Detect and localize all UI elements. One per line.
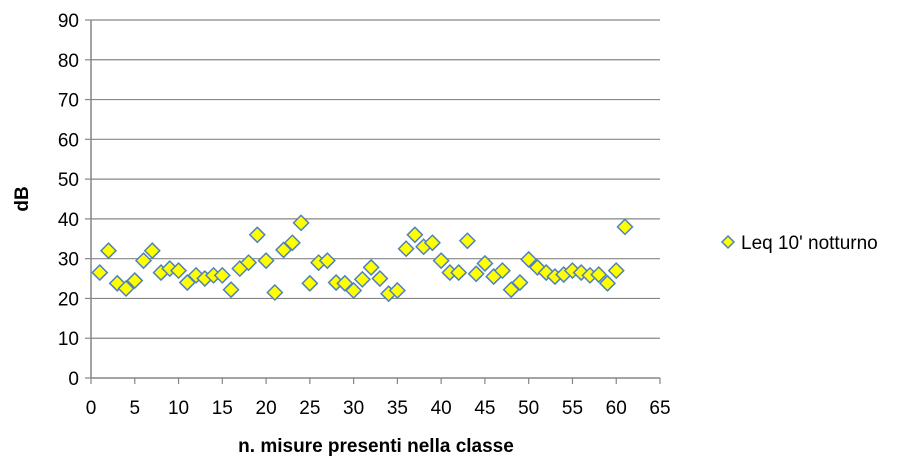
x-tick-label: 0 xyxy=(86,398,97,419)
y-tick-label: 0 xyxy=(68,369,79,390)
data-point xyxy=(388,281,406,300)
data-point xyxy=(423,234,441,252)
y-tick-label: 40 xyxy=(58,210,79,231)
x-tick-label: 10 xyxy=(168,398,189,419)
data-point xyxy=(248,226,266,244)
data-point xyxy=(450,264,468,282)
data-point xyxy=(520,250,538,269)
y-tick-label: 90 xyxy=(58,11,79,32)
data-point xyxy=(432,252,450,270)
data-point xyxy=(336,274,354,292)
y-axis-title: dB xyxy=(12,186,33,211)
data-point xyxy=(169,262,188,280)
legend-label: Leq 10' notturno xyxy=(741,233,878,254)
data-point xyxy=(493,262,511,280)
data-point xyxy=(353,270,371,288)
x-tick-label: 45 xyxy=(474,398,495,419)
data-point xyxy=(598,274,617,292)
legend-marker-diamond xyxy=(720,234,736,250)
data-point xyxy=(590,266,608,284)
y-tick-label: 80 xyxy=(58,51,79,72)
data-point xyxy=(537,264,555,282)
data-point xyxy=(283,234,301,252)
data-point xyxy=(266,283,284,302)
data-point xyxy=(213,266,231,284)
axes xyxy=(90,20,660,379)
y-tick-label: 30 xyxy=(58,250,79,271)
data-point xyxy=(458,232,476,250)
data-points xyxy=(91,214,634,303)
data-point xyxy=(134,252,153,270)
data-point xyxy=(108,274,126,292)
y-tick-label: 20 xyxy=(58,289,79,310)
x-tick-labels: 0 5 10 15 20 25 30 35 40 45 50 55 60 65 xyxy=(86,398,671,419)
data-point xyxy=(301,274,319,292)
data-point xyxy=(143,242,161,260)
x-tick-label: 55 xyxy=(562,398,583,419)
x-axis-title: n. misure presenti nella classe xyxy=(238,436,514,457)
data-point xyxy=(476,254,494,273)
x-tick-label: 5 xyxy=(129,398,140,419)
data-point xyxy=(406,226,424,244)
legend: Leq 10' notturno xyxy=(720,233,878,254)
gridlines xyxy=(85,19,661,384)
data-point xyxy=(257,252,275,270)
data-point xyxy=(318,252,336,270)
x-tick-label: 60 xyxy=(606,398,627,419)
y-tick-labels: 0 10 20 30 40 50 60 70 80 90 xyxy=(58,11,79,390)
x-tick-label: 25 xyxy=(299,398,320,419)
data-point xyxy=(91,264,109,282)
data-point xyxy=(616,218,634,236)
x-tick-label: 40 xyxy=(431,398,452,419)
x-tick-label: 20 xyxy=(256,398,277,419)
data-point xyxy=(292,214,310,232)
x-tick-label: 50 xyxy=(518,398,539,419)
data-point xyxy=(528,258,547,276)
y-tick-label: 70 xyxy=(58,91,79,112)
data-point xyxy=(362,258,380,276)
data-point xyxy=(222,281,240,299)
data-point xyxy=(467,265,485,283)
y-tick-label: 60 xyxy=(58,130,79,151)
y-tick-label: 50 xyxy=(58,170,79,191)
data-point xyxy=(99,242,118,260)
data-point xyxy=(511,273,529,292)
x-tick-label: 30 xyxy=(343,398,364,419)
data-point xyxy=(607,262,625,280)
x-tick-label: 15 xyxy=(212,398,233,419)
data-point xyxy=(117,279,135,298)
data-point xyxy=(397,240,415,258)
data-point xyxy=(126,271,144,290)
y-tick-label: 10 xyxy=(58,329,79,350)
x-tick-label: 65 xyxy=(649,398,670,419)
data-point xyxy=(371,269,389,288)
data-point xyxy=(345,281,363,300)
x-tick-label: 35 xyxy=(387,398,408,419)
data-point xyxy=(240,254,258,272)
